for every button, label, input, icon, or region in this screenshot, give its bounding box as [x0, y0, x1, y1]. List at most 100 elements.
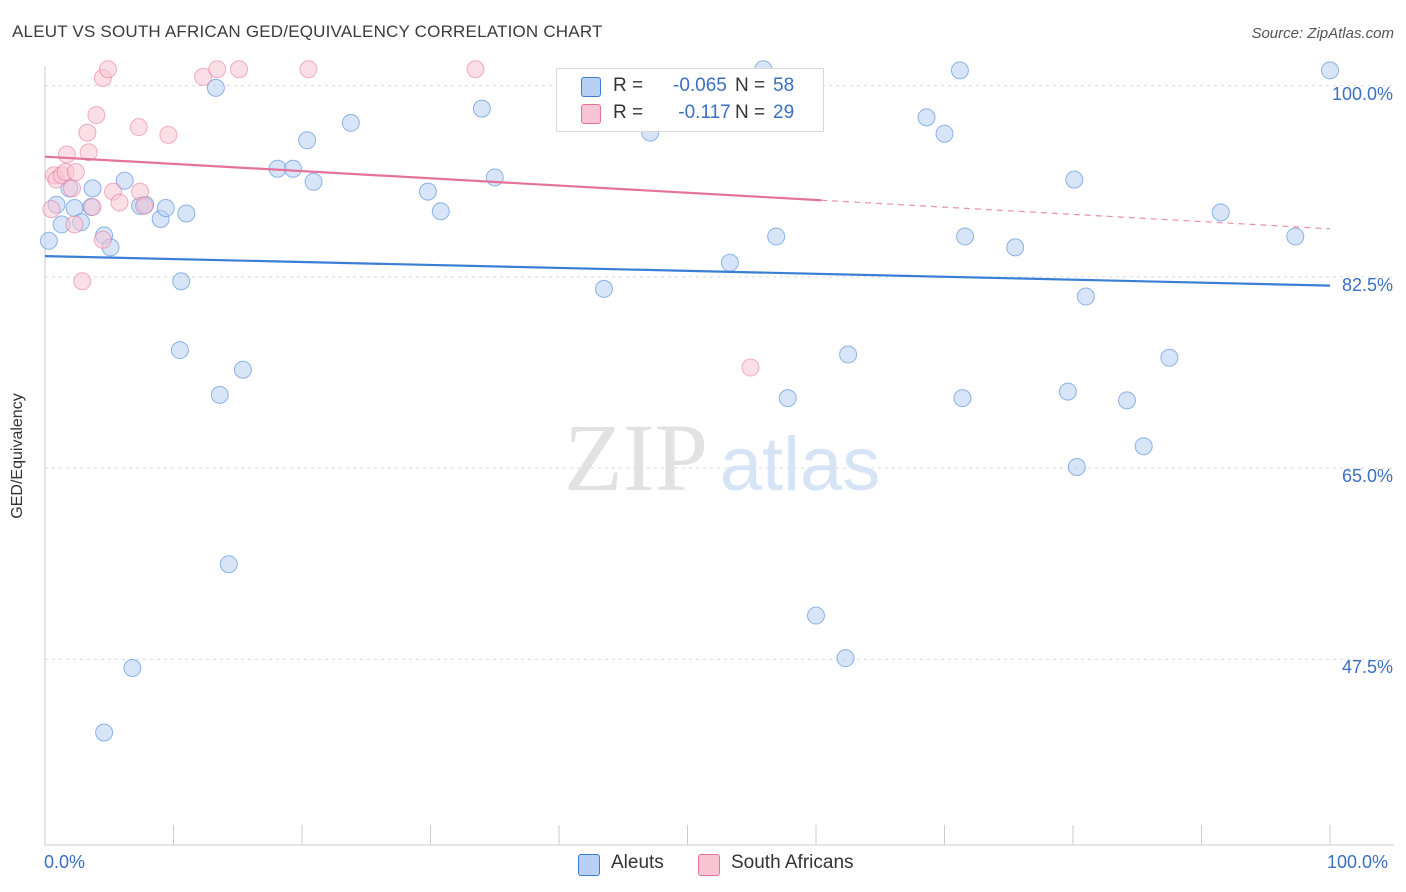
aleut-point-57 — [95, 723, 114, 742]
aleut-point-17 — [170, 341, 189, 360]
aleut-point-28 — [431, 202, 450, 221]
aleut-point-40 — [917, 108, 936, 127]
aleut-point-10 — [115, 171, 134, 190]
aleut-point-7 — [83, 179, 102, 198]
aleut-point-55 — [1321, 61, 1339, 80]
aleut-point-19 — [210, 385, 229, 404]
y-tick-label-2: 65.0% — [1341, 466, 1393, 487]
south-african-point-24 — [230, 60, 249, 79]
aleut-point-33 — [720, 253, 739, 272]
aleut-point-42 — [950, 61, 969, 80]
y-tick-label-0: 100.0% — [1331, 83, 1393, 104]
south-african-point-6 — [62, 179, 81, 198]
south-african-point-23 — [208, 60, 227, 79]
south-african-point-8 — [66, 162, 85, 181]
aleut-point-14 — [156, 199, 175, 218]
south-african-point-26 — [466, 60, 485, 79]
south-african-point-5 — [57, 145, 76, 164]
x-tick-max: 100.0% — [1327, 852, 1389, 872]
source-label: Source: ZipAtlas.com — [1251, 25, 1394, 42]
south-african-point-12 — [83, 197, 102, 216]
aleuts-legend-icon — [578, 854, 600, 876]
aleut-point-31 — [594, 279, 613, 298]
n-label: N = — [735, 102, 766, 123]
south-african-point-27 — [741, 358, 760, 377]
watermark: ZIP atlas — [564, 404, 880, 511]
aleut-point-53 — [1211, 203, 1230, 222]
legend-label: South Africans — [731, 852, 854, 873]
south-african-point-11 — [79, 143, 98, 162]
south-africans-legend-icon — [698, 854, 720, 876]
aleuts-swatch-icon — [581, 77, 601, 97]
aleut-point-39 — [839, 345, 858, 364]
aleut-point-38 — [836, 649, 855, 668]
aleut-point-25 — [304, 172, 323, 191]
aleut-point-43 — [953, 389, 972, 408]
aleut-point-29 — [472, 99, 491, 118]
aleut-point-21 — [233, 360, 252, 379]
r-label: R = — [613, 75, 644, 96]
y-tick-label-1: 82.5% — [1341, 274, 1393, 295]
aleut-point-44 — [956, 227, 975, 246]
aleut-point-37 — [807, 606, 825, 625]
south-african-point-19 — [129, 118, 148, 137]
trend-lines — [44, 155, 1331, 287]
r-value: -0.117 — [673, 102, 731, 123]
aleuts-trend-line — [44, 255, 1331, 287]
south-african-point-14 — [93, 230, 112, 249]
aleut-point-0 — [39, 231, 58, 250]
axes — [44, 66, 1394, 846]
n-value: 29 — [773, 102, 795, 123]
aleut-point-24 — [298, 131, 317, 150]
aleut-point-45 — [1006, 238, 1025, 257]
aleut-point-50 — [1117, 391, 1136, 410]
aleut-point-51 — [1134, 437, 1153, 456]
stats-legend: R = -0.065 N = 58 R = -0.117 N = 29 — [556, 68, 824, 132]
aleut-point-48 — [1067, 457, 1086, 476]
south-african-point-18 — [110, 193, 129, 212]
n-label: N = — [735, 75, 766, 96]
watermark-zip: ZIP — [564, 404, 708, 511]
aleut-point-26 — [341, 113, 360, 132]
data-points — [39, 60, 1339, 742]
aleut-point-18 — [206, 78, 225, 97]
aleut-point-46 — [1058, 382, 1077, 401]
south-africans-trend-line — [44, 155, 822, 202]
aleut-point-41 — [935, 124, 954, 143]
south-african-point-7 — [65, 215, 84, 234]
aleut-point-20 — [219, 555, 238, 574]
legend-label: Aleuts — [611, 852, 664, 873]
south-african-point-21 — [159, 125, 178, 144]
y-tick-label-3: 47.5% — [1341, 657, 1393, 678]
aleut-point-54 — [1286, 227, 1305, 246]
south-african-point-0 — [42, 200, 61, 219]
r-value: -0.065 — [673, 75, 727, 96]
aleut-point-30 — [485, 168, 504, 187]
x-tick-min: 0.0% — [44, 852, 86, 872]
aleut-point-47 — [1065, 170, 1084, 189]
r-label: R = — [613, 102, 644, 123]
aleut-point-23 — [284, 159, 303, 178]
aleut-point-16 — [172, 272, 191, 291]
aleut-point-15 — [177, 204, 196, 223]
aleut-point-27 — [418, 182, 437, 201]
south-african-point-28 — [134, 196, 153, 215]
south-african-point-13 — [87, 106, 106, 125]
aleut-point-36 — [778, 389, 797, 408]
chart-title: ALEUT VS SOUTH AFRICAN GED/EQUIVALENCY C… — [12, 22, 603, 41]
south-africans-trend-line-extension — [821, 199, 1331, 230]
n-value: 58 — [773, 75, 795, 96]
series-aleuts-points — [39, 60, 1339, 742]
watermark-atlas: atlas — [720, 422, 881, 507]
south-african-point-22 — [194, 67, 213, 86]
south-african-point-9 — [73, 272, 92, 291]
aleut-point-49 — [1076, 287, 1095, 306]
aleut-point-35 — [767, 227, 786, 246]
south-african-point-25 — [299, 60, 318, 79]
south-african-point-10 — [78, 123, 97, 142]
aleut-point-56 — [123, 659, 142, 678]
south-africans-swatch-icon — [581, 104, 601, 124]
aleut-point-52 — [1160, 348, 1179, 367]
south-african-point-16 — [98, 60, 117, 79]
